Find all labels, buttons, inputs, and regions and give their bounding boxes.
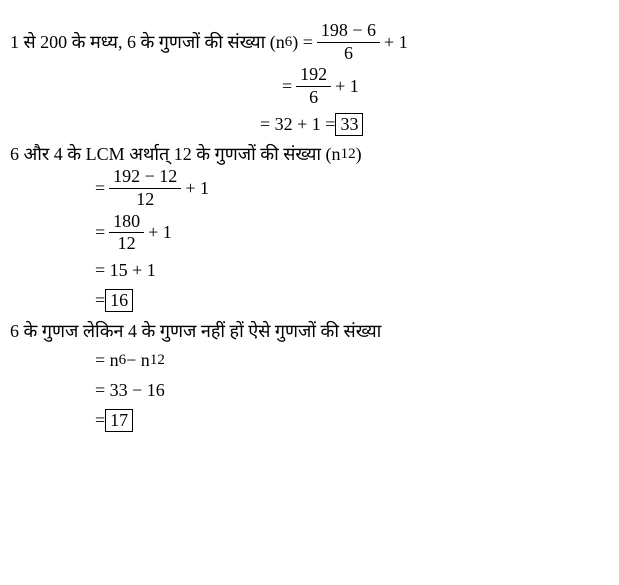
step-n12-formula: = 192 − 12 12 + 1 [10, 166, 609, 210]
text: 6 के गुणज लेकिन 4 के गुणज नहीं हों ऐसे ग… [10, 319, 381, 343]
equals: = [95, 290, 105, 311]
denominator: 12 [132, 189, 158, 211]
text: + 1 [148, 222, 172, 243]
step-n6-result: = 32 + 1 = 33 [10, 112, 609, 136]
numerator: 198 − 6 [317, 20, 380, 43]
fraction: 192 6 [296, 64, 331, 108]
text: + 1 [384, 32, 408, 53]
numerator: 192 − 12 [109, 166, 181, 189]
text: + 1 [335, 76, 359, 97]
denominator: 12 [114, 233, 140, 255]
step-n6-simplify1: = 192 6 + 1 [10, 64, 609, 108]
step-final-result: = 17 [10, 409, 609, 433]
subscript: 12 [150, 352, 165, 369]
equals: = [95, 410, 105, 431]
denominator: 6 [305, 87, 322, 109]
step-n12-simplify1: = 180 12 + 1 [10, 211, 609, 255]
text: = 15 + 1 [95, 260, 156, 281]
equals: = [95, 222, 105, 243]
subscript: 6 [119, 352, 127, 369]
text: 6 और 4 के LCM अर्थात् 12 के गुणजों की सं… [10, 142, 341, 166]
fraction: 198 − 6 6 [317, 20, 380, 64]
boxed-answer: 17 [105, 409, 133, 432]
step-final-intro: 6 के गुणज लेकिन 4 के गुणज नहीं हों ऐसे ग… [10, 319, 609, 343]
denominator: 6 [340, 43, 357, 65]
boxed-answer: 16 [105, 289, 133, 312]
equals: = [95, 178, 105, 199]
step-n12-result: = 16 [10, 289, 609, 313]
step-n6-formula: 1 से 200 के मध्य, 6 के गुणजों की संख्या … [10, 20, 609, 64]
step-final-sub: = 33 − 16 [10, 379, 609, 403]
text: 1 से 200 के मध्य, 6 के गुणजों की संख्या … [10, 30, 285, 54]
fraction: 192 − 12 12 [109, 166, 181, 210]
step-n12-intro: 6 और 4 के LCM अर्थात् 12 के गुणजों की सं… [10, 142, 609, 166]
text: = n [95, 350, 119, 371]
text: ) = [292, 32, 313, 53]
numerator: 192 [296, 64, 331, 87]
boxed-answer: 33 [335, 113, 363, 136]
equals: = [282, 76, 292, 97]
text: − n [126, 350, 150, 371]
text: = 32 + 1 = [260, 114, 335, 135]
text: ) [356, 144, 362, 165]
subscript: 6 [285, 34, 293, 51]
step-final-formula: = n6 − n12 [10, 349, 609, 373]
text: = 33 − 16 [95, 380, 165, 401]
text: + 1 [185, 178, 209, 199]
step-n12-simplify2: = 15 + 1 [10, 259, 609, 283]
subscript: 12 [341, 146, 356, 163]
numerator: 180 [109, 211, 144, 234]
fraction: 180 12 [109, 211, 144, 255]
